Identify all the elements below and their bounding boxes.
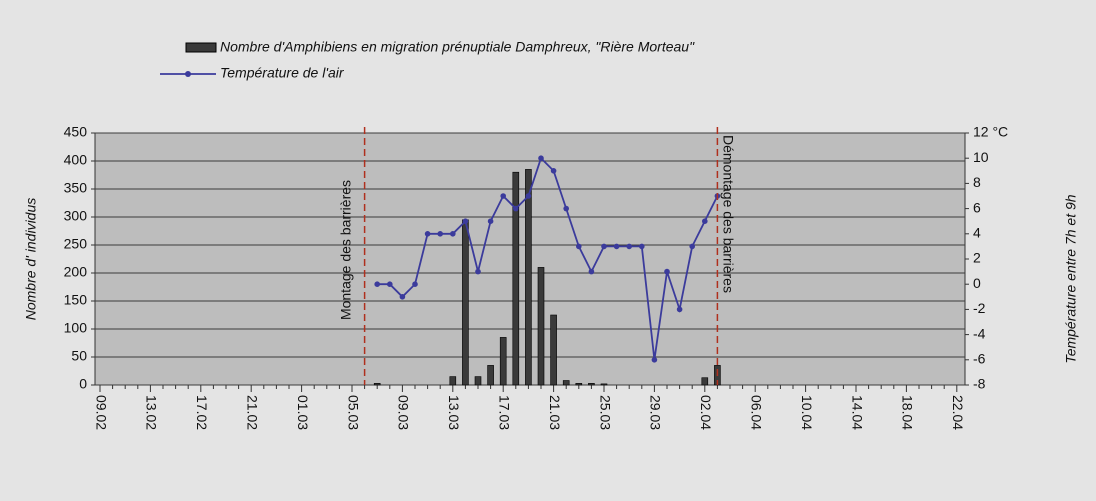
bar	[575, 383, 583, 386]
x-tick-label: 29.03	[648, 395, 664, 430]
y-tick-label: 50	[71, 348, 87, 364]
line-point	[475, 268, 481, 275]
y-tick-label: 350	[64, 180, 88, 196]
y2-axis-title: Température entre 7h et 9h	[1063, 194, 1079, 363]
legend-label: Température de l'air	[220, 65, 345, 81]
line-point	[412, 281, 418, 288]
y2-tick-label: 8	[973, 174, 981, 190]
line-point	[399, 294, 406, 300]
bar	[449, 376, 457, 386]
bar	[537, 267, 545, 386]
y2-tick-label: 10	[973, 149, 989, 165]
legend-swatch	[185, 42, 217, 53]
line-point	[576, 243, 582, 250]
line-point	[538, 155, 544, 161]
line-point	[588, 268, 595, 275]
line-point	[664, 268, 670, 275]
y-tick-label: 200	[64, 264, 88, 280]
x-tick-label: 21.02	[244, 395, 260, 430]
line-point	[676, 306, 683, 313]
y2-tick-label: -2	[973, 300, 986, 316]
line-point	[613, 243, 620, 250]
x-tick-label: 25.03	[597, 395, 613, 430]
x-tick-label: 05.03	[345, 395, 361, 430]
bar	[701, 377, 709, 386]
line-point	[525, 193, 532, 199]
x-tick-label: 10.04	[799, 395, 815, 430]
y2-tick-label: -4	[973, 325, 986, 341]
y2-tick-label: 12 °C	[973, 124, 1008, 140]
line-point	[563, 205, 569, 212]
y-tick-label: 150	[64, 292, 88, 308]
x-tick-label: 09.03	[396, 395, 412, 430]
x-tick-label: 02.04	[698, 395, 714, 430]
y2-tick-label: -8	[973, 376, 986, 392]
line-point	[550, 168, 557, 174]
bar	[462, 219, 469, 386]
bar	[562, 380, 570, 386]
y-tick-label: 450	[64, 124, 88, 140]
line	[377, 156, 719, 360]
x-tick-label: 17.02	[194, 395, 210, 430]
line-point	[462, 218, 469, 224]
line-point	[639, 243, 645, 250]
legend-label: Nombre d'Amphibiens en migration prénupt…	[220, 39, 695, 55]
x-tick-label: 22.04	[950, 395, 966, 430]
x-tick-label: 09.02	[93, 395, 109, 430]
y-tick-label: 400	[64, 152, 88, 168]
line-point	[437, 231, 444, 237]
annotation-label: Démontage des barrières	[721, 135, 737, 293]
line-point	[702, 218, 708, 224]
y2-tick-label: 4	[973, 225, 981, 241]
bar	[474, 376, 482, 386]
y-axis-title: Nombre d' individus	[23, 198, 39, 321]
y-tick-label: 250	[64, 236, 88, 252]
bar	[512, 171, 520, 386]
line-point	[651, 357, 658, 363]
y-tick-label: 0	[79, 376, 87, 392]
line-point	[487, 218, 494, 224]
bar	[499, 337, 507, 386]
x-tick-label: 17.03	[496, 395, 512, 430]
x-tick-label: 18.04	[900, 395, 916, 430]
x-tick-label: 13.03	[446, 395, 462, 430]
bar	[600, 383, 608, 386]
y2-tick-label: 0	[973, 275, 981, 291]
bar	[525, 169, 532, 386]
line-point	[601, 243, 607, 250]
y-tick-label: 300	[64, 208, 88, 224]
annotation-label: Montage des barrières	[337, 180, 353, 320]
y2-tick-label: -6	[973, 351, 986, 367]
line-point	[374, 281, 381, 288]
bar	[550, 314, 557, 386]
line-point	[387, 281, 393, 288]
line-point	[689, 243, 695, 250]
bar	[588, 383, 595, 386]
line-point	[626, 243, 632, 250]
line-point	[500, 193, 507, 199]
x-tick-label: 13.02	[144, 395, 160, 430]
y2-tick-label: 2	[973, 250, 981, 266]
line-point	[450, 231, 456, 237]
bar	[487, 365, 494, 386]
x-tick-label: 14.04	[849, 395, 865, 430]
line-point	[424, 231, 431, 237]
y-tick-label: 100	[64, 320, 88, 336]
x-tick-label: 21.03	[547, 395, 563, 430]
x-tick-label: 06.04	[748, 395, 764, 430]
y2-tick-label: 6	[973, 199, 981, 215]
legend-marker	[185, 71, 191, 77]
bar	[373, 383, 381, 386]
line-point	[513, 205, 519, 212]
x-tick-label: 01.03	[295, 395, 311, 430]
